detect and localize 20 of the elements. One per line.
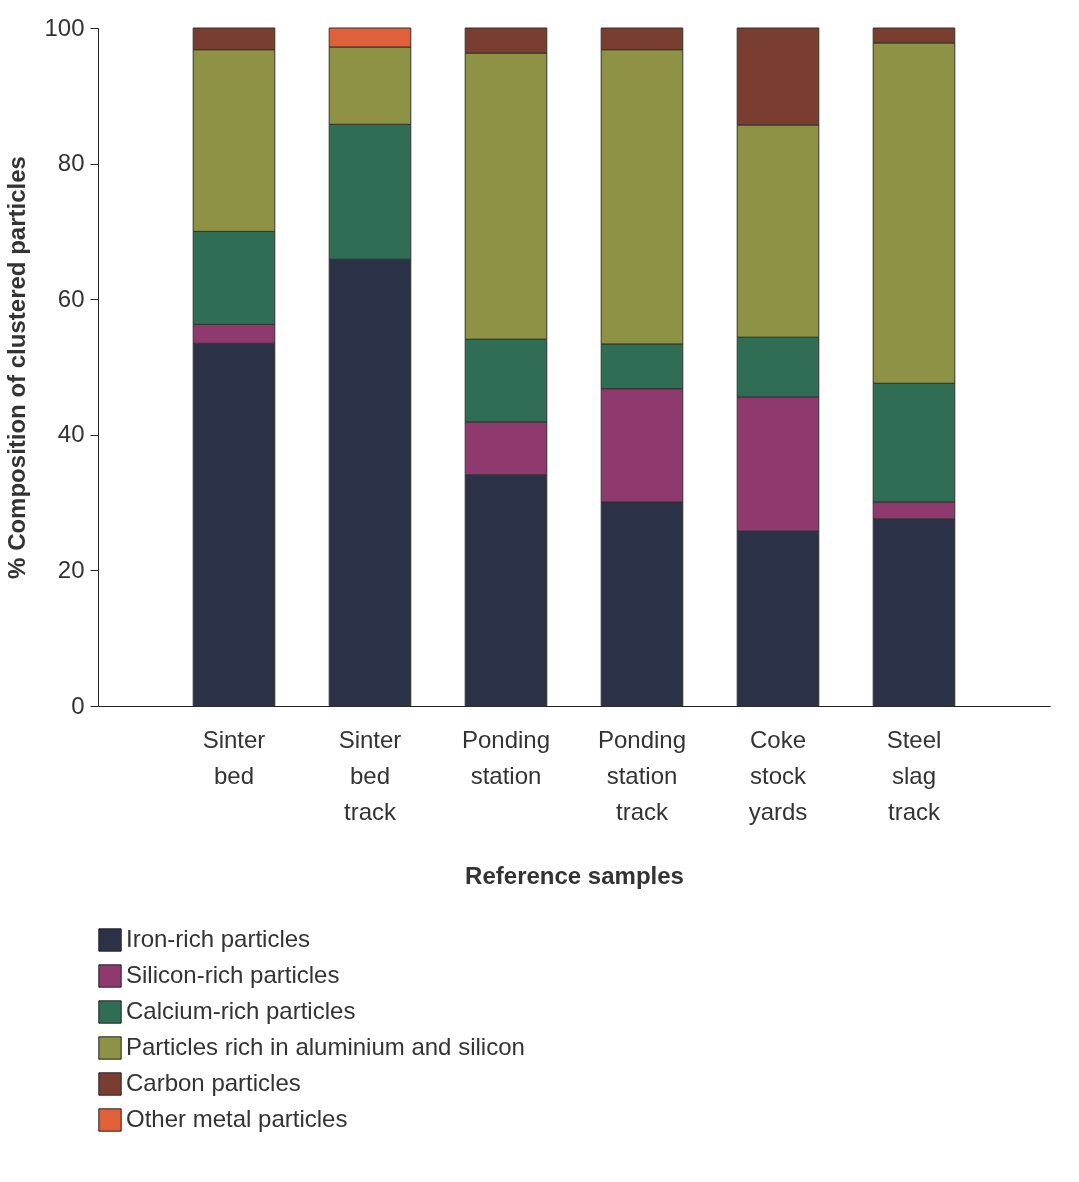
- x-axis-title: Reference samples: [465, 861, 684, 889]
- y-tick-label: 0: [71, 691, 85, 719]
- x-tick-label: Steel slag track: [886, 725, 942, 825]
- y-tick-label: 100: [44, 13, 85, 41]
- y-tick-label: 40: [57, 420, 85, 448]
- y-tick-label: 20: [57, 555, 85, 583]
- x-tick-label: Coke stock yards: [748, 725, 808, 825]
- y-axis-title: % Composition of clustered particles: [3, 156, 31, 579]
- y-tick-label: 80: [57, 149, 85, 177]
- y-tick-label: 60: [57, 284, 85, 312]
- legend-label: Carbon particles: [126, 1069, 301, 1096]
- x-tick-label: Ponding station track: [597, 725, 687, 825]
- x-tick-label: Ponding station: [461, 725, 551, 789]
- x-tick-label: Sinter bed: [202, 725, 266, 789]
- x-tick-label: Sinter bed track: [338, 725, 402, 825]
- legend-label: Silicon-rich particles: [126, 961, 340, 988]
- legend-label: Other metal particles: [126, 1105, 348, 1132]
- legend-label: Iron-rich particles: [126, 925, 311, 952]
- legend-label: Calcium-rich particles: [126, 997, 356, 1024]
- legend-label: Particles rich in aluminium and silicon: [126, 1033, 525, 1060]
